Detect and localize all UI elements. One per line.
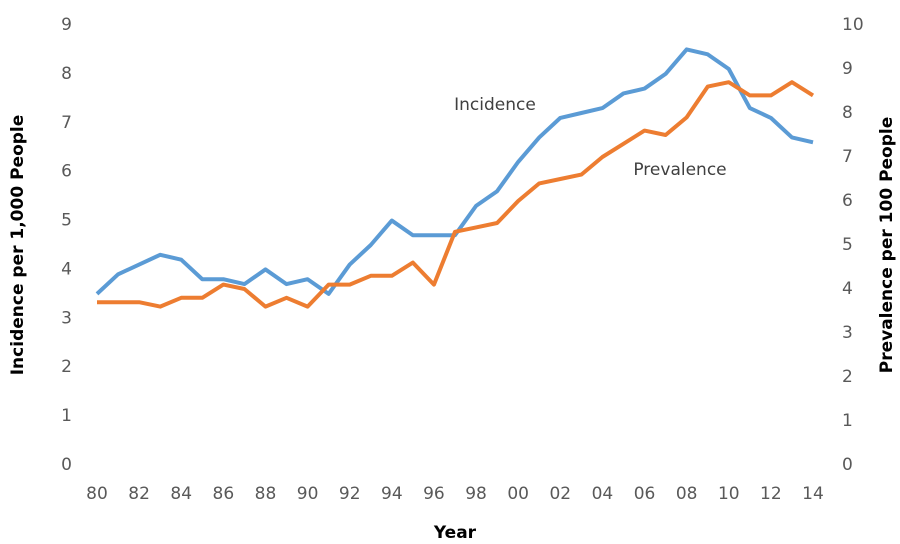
x-tick-label: 14 (802, 484, 824, 504)
x-tick-label: 06 (634, 484, 656, 504)
y2-tick-label: 3 (842, 323, 853, 343)
y-tick-label: 7 (61, 113, 72, 133)
y-tick-label: 6 (61, 162, 72, 182)
y2-tick-label: 2 (842, 367, 853, 387)
x-tick-label: 08 (676, 484, 698, 504)
x-axis-title: Year (433, 523, 477, 543)
x-tick-label: 12 (760, 484, 782, 504)
x-tick-label: 90 (297, 484, 319, 504)
y2-tick-label: 0 (842, 455, 853, 475)
x-tick-label: 10 (718, 484, 740, 504)
y-tick-label: 2 (61, 357, 72, 377)
y-tick-label: 9 (61, 15, 72, 35)
x-tick-label: 86 (213, 484, 235, 504)
y-axis-title: Incidence per 1,000 People (8, 115, 28, 376)
y-tick-label: 5 (61, 211, 72, 231)
y-tick-label: 8 (61, 64, 72, 84)
y2-tick-label: 7 (842, 147, 853, 167)
y2-tick-label: 5 (842, 235, 853, 255)
x-tick-label: 98 (465, 484, 487, 504)
x-tick-label: 94 (381, 484, 403, 504)
y2-tick-label: 6 (842, 191, 853, 211)
y2-axis-title: Prevalence per 100 People (877, 117, 897, 374)
y-tick-label: 4 (61, 259, 72, 279)
x-tick-label: 88 (255, 484, 277, 504)
y2-tick-label: 10 (842, 15, 864, 35)
y-tick-label: 0 (61, 455, 72, 475)
series-label: Prevalence (633, 160, 726, 180)
x-tick-label: 92 (339, 484, 361, 504)
y-tick-label: 1 (61, 406, 72, 426)
x-tick-label: 04 (592, 484, 614, 504)
y-tick-label: 3 (61, 308, 72, 328)
x-tick-label: 84 (170, 484, 192, 504)
y2-tick-label: 1 (842, 411, 853, 431)
y2-tick-label: 4 (842, 279, 853, 299)
x-tick-label: 82 (128, 484, 150, 504)
series-label: Incidence (454, 95, 536, 115)
y2-tick-label: 9 (842, 59, 853, 79)
x-tick-label: 80 (86, 484, 108, 504)
x-tick-label: 02 (549, 484, 571, 504)
x-tick-label: 00 (507, 484, 529, 504)
y2-tick-label: 8 (842, 103, 853, 123)
series-line (97, 80, 815, 309)
x-tick-label: 96 (423, 484, 445, 504)
